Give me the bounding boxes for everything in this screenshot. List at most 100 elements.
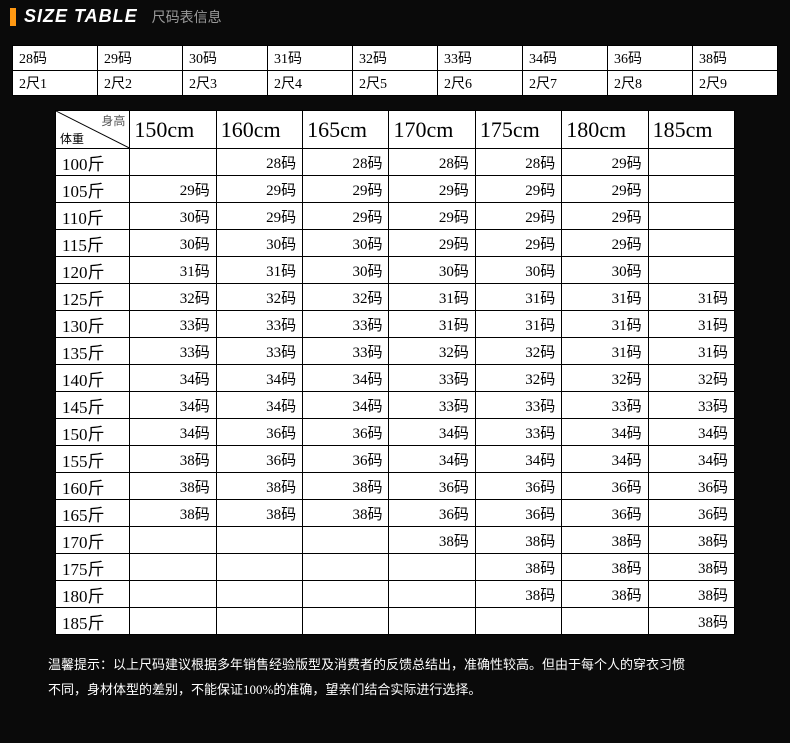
size-value-cell: 36码	[475, 473, 561, 500]
size-value-cell: 29码	[562, 230, 648, 257]
size-value-cell: 38码	[303, 473, 389, 500]
size-value-cell: 38码	[130, 500, 216, 527]
size-value-cell: 29码	[389, 203, 475, 230]
size-value-cell: 36码	[648, 500, 734, 527]
size-value-cell: 33码	[130, 338, 216, 365]
size-value-cell: 32码	[562, 365, 648, 392]
size-chi-cell: 2尺8	[608, 71, 693, 96]
table-row: 165斤38码38码38码36码36码36码36码	[56, 500, 735, 527]
table-row: 150斤34码36码36码34码33码34码34码	[56, 419, 735, 446]
size-chi-cell: 2尺6	[438, 71, 523, 96]
table-row: 115斤30码30码30码29码29码29码	[56, 230, 735, 257]
size-value-cell: 31码	[562, 284, 648, 311]
size-value-cell: 30码	[130, 230, 216, 257]
size-value-cell: 33码	[303, 338, 389, 365]
size-value-cell: 33码	[303, 311, 389, 338]
size-value-cell: 34码	[216, 392, 302, 419]
weight-cell: 160斤	[56, 473, 130, 500]
size-value-cell	[475, 608, 561, 635]
height-header: 175cm	[475, 111, 561, 149]
size-value-cell	[648, 257, 734, 284]
size-value-cell: 29码	[216, 176, 302, 203]
weight-cell: 100斤	[56, 149, 130, 176]
size-value-cell: 34码	[389, 419, 475, 446]
size-code-cell: 30码	[183, 46, 268, 71]
size-value-cell: 33码	[216, 338, 302, 365]
size-value-cell	[130, 581, 216, 608]
weight-cell: 145斤	[56, 392, 130, 419]
size-value-cell	[130, 554, 216, 581]
size-value-cell: 30码	[562, 257, 648, 284]
size-value-cell: 38码	[648, 554, 734, 581]
size-value-cell: 31码	[648, 284, 734, 311]
size-value-cell: 33码	[475, 419, 561, 446]
size-value-cell: 36码	[389, 473, 475, 500]
header: SIZE TABLE 尺码表信息	[0, 0, 790, 37]
size-value-cell: 31码	[475, 284, 561, 311]
weight-cell: 120斤	[56, 257, 130, 284]
size-value-cell: 31码	[389, 284, 475, 311]
size-value-cell	[303, 554, 389, 581]
size-value-cell: 30码	[475, 257, 561, 284]
height-header: 150cm	[130, 111, 216, 149]
footer-line-1: 温馨提示：以上尺码建议根据多年销售经验版型及消费者的反馈总结出，准确性较高。但由…	[48, 657, 685, 672]
size-value-cell	[389, 608, 475, 635]
size-value-cell: 31码	[648, 338, 734, 365]
size-value-cell: 38码	[648, 527, 734, 554]
table-row: 100斤28码28码28码28码29码	[56, 149, 735, 176]
size-value-cell: 38码	[648, 581, 734, 608]
size-recommendation-table: 身高 体重 150cm160cm165cm170cm175cm180cm185c…	[55, 110, 735, 635]
corner-height-label: 身高	[101, 112, 125, 129]
table-header-row: 身高 体重 150cm160cm165cm170cm175cm180cm185c…	[56, 111, 735, 149]
size-value-cell: 32码	[303, 284, 389, 311]
size-value-cell: 33码	[130, 311, 216, 338]
corner-weight-label: 体重	[60, 130, 84, 147]
size-value-cell: 29码	[130, 176, 216, 203]
size-value-cell: 29码	[562, 149, 648, 176]
size-value-cell: 36码	[475, 500, 561, 527]
table-row: 130斤33码33码33码31码31码31码31码	[56, 311, 735, 338]
footer-line-2: 不同，身材体型的差别，不能保证100%的准确，望亲们结合实际进行选择。	[48, 682, 481, 697]
size-value-cell: 30码	[216, 230, 302, 257]
size-code-cell: 38码	[693, 46, 778, 71]
size-row-chi: 2尺12尺22尺32尺42尺52尺62尺72尺82尺9	[13, 71, 778, 96]
size-chi-cell: 2尺7	[523, 71, 608, 96]
size-value-cell: 29码	[562, 176, 648, 203]
weight-cell: 175斤	[56, 554, 130, 581]
accent-bar	[10, 8, 16, 26]
size-value-cell: 38码	[562, 581, 648, 608]
size-value-cell: 36码	[562, 473, 648, 500]
size-value-cell	[303, 581, 389, 608]
size-value-cell: 31码	[562, 338, 648, 365]
table-row: 160斤38码38码38码36码36码36码36码	[56, 473, 735, 500]
weight-cell: 140斤	[56, 365, 130, 392]
size-value-cell: 38码	[216, 473, 302, 500]
weight-cell: 110斤	[56, 203, 130, 230]
table-row: 170斤38码38码38码38码	[56, 527, 735, 554]
size-value-cell: 29码	[475, 203, 561, 230]
size-value-cell: 29码	[389, 176, 475, 203]
size-chi-cell: 2尺5	[353, 71, 438, 96]
table-row: 125斤32码32码32码31码31码31码31码	[56, 284, 735, 311]
table-body: 100斤28码28码28码28码29码105斤29码29码29码29码29码29…	[56, 149, 735, 635]
size-value-cell: 28码	[475, 149, 561, 176]
size-value-cell: 38码	[562, 527, 648, 554]
size-code-cell: 29码	[98, 46, 183, 71]
weight-cell: 170斤	[56, 527, 130, 554]
size-value-cell: 31码	[389, 311, 475, 338]
size-value-cell	[648, 230, 734, 257]
size-value-cell: 32码	[389, 338, 475, 365]
size-value-cell	[389, 581, 475, 608]
size-value-cell: 29码	[303, 176, 389, 203]
size-value-cell	[130, 608, 216, 635]
size-code-cell: 34码	[523, 46, 608, 71]
weight-cell: 155斤	[56, 446, 130, 473]
size-value-cell	[130, 149, 216, 176]
size-value-cell	[648, 176, 734, 203]
table-row: 135斤33码33码33码32码32码31码31码	[56, 338, 735, 365]
size-value-cell: 34码	[130, 365, 216, 392]
size-code-cell: 36码	[608, 46, 693, 71]
size-value-cell: 29码	[389, 230, 475, 257]
size-value-cell: 29码	[216, 203, 302, 230]
size-value-cell: 38码	[475, 581, 561, 608]
